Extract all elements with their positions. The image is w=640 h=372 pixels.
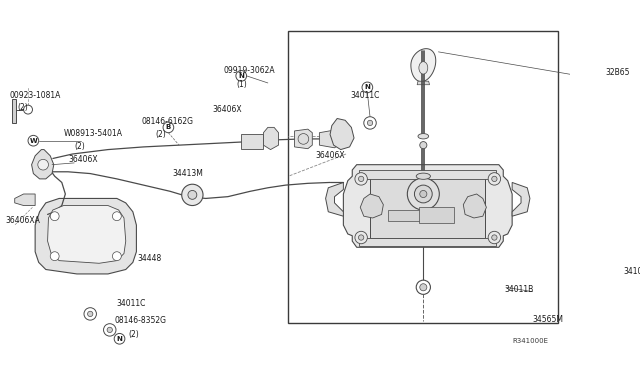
Polygon shape xyxy=(360,194,383,218)
Text: W: W xyxy=(29,138,37,144)
Text: 32B65: 32B65 xyxy=(605,68,630,77)
Polygon shape xyxy=(31,150,54,179)
Polygon shape xyxy=(330,119,354,150)
Text: 36406X: 36406X xyxy=(315,151,344,160)
Circle shape xyxy=(104,324,116,336)
Polygon shape xyxy=(264,127,278,150)
Text: N: N xyxy=(116,336,122,342)
Circle shape xyxy=(188,190,197,199)
Circle shape xyxy=(355,231,367,244)
Polygon shape xyxy=(241,135,264,149)
Polygon shape xyxy=(417,81,429,85)
Circle shape xyxy=(358,176,364,182)
Bar xyxy=(288,32,558,323)
Ellipse shape xyxy=(418,134,429,139)
Text: B: B xyxy=(166,124,171,130)
Circle shape xyxy=(84,308,97,320)
Circle shape xyxy=(51,252,59,261)
Text: (1): (1) xyxy=(237,80,248,89)
Text: 36406X: 36406X xyxy=(212,105,241,114)
Circle shape xyxy=(364,117,376,129)
Polygon shape xyxy=(388,210,428,221)
Polygon shape xyxy=(294,129,312,149)
Circle shape xyxy=(416,280,431,294)
Circle shape xyxy=(107,327,113,333)
Text: 34448: 34448 xyxy=(138,254,161,263)
Circle shape xyxy=(355,173,367,185)
Circle shape xyxy=(114,333,125,344)
Text: 34565M: 34565M xyxy=(532,315,564,324)
Circle shape xyxy=(488,231,500,244)
Circle shape xyxy=(298,134,308,144)
Text: N: N xyxy=(364,84,371,90)
Polygon shape xyxy=(326,182,344,216)
Circle shape xyxy=(51,212,59,221)
Circle shape xyxy=(38,159,49,170)
Text: (2): (2) xyxy=(155,130,166,139)
Circle shape xyxy=(367,120,372,126)
Circle shape xyxy=(492,235,497,240)
Circle shape xyxy=(113,212,122,221)
Polygon shape xyxy=(360,237,496,246)
Circle shape xyxy=(420,284,427,291)
Circle shape xyxy=(88,311,93,317)
Circle shape xyxy=(420,142,427,149)
Text: 34101: 34101 xyxy=(623,267,640,276)
Text: 36406XA: 36406XA xyxy=(6,216,41,225)
Circle shape xyxy=(488,173,500,185)
Polygon shape xyxy=(370,176,486,238)
Polygon shape xyxy=(12,99,17,123)
Text: W08913-5401A: W08913-5401A xyxy=(63,129,123,138)
Text: 34011C: 34011C xyxy=(351,91,380,100)
Ellipse shape xyxy=(419,62,428,74)
Text: 34011C: 34011C xyxy=(117,299,146,308)
Text: (2): (2) xyxy=(74,142,85,151)
Polygon shape xyxy=(47,206,125,263)
Text: (2): (2) xyxy=(129,330,139,339)
Polygon shape xyxy=(35,198,136,274)
Polygon shape xyxy=(319,130,342,148)
Polygon shape xyxy=(344,165,512,247)
Text: 00923-1081A: 00923-1081A xyxy=(10,91,61,100)
Circle shape xyxy=(182,184,203,206)
Polygon shape xyxy=(411,49,436,81)
Circle shape xyxy=(415,185,432,203)
Text: R341000E: R341000E xyxy=(512,337,548,344)
Circle shape xyxy=(24,105,33,114)
Circle shape xyxy=(163,122,173,133)
Polygon shape xyxy=(15,194,35,206)
Text: 08146-6162G: 08146-6162G xyxy=(141,117,194,126)
Circle shape xyxy=(358,235,364,240)
Polygon shape xyxy=(360,170,496,179)
Circle shape xyxy=(420,190,427,198)
Text: 08146-8352G: 08146-8352G xyxy=(114,315,166,325)
Text: 34413M: 34413M xyxy=(172,169,203,178)
Polygon shape xyxy=(512,182,530,216)
Polygon shape xyxy=(419,207,454,223)
Ellipse shape xyxy=(416,173,431,179)
Text: N: N xyxy=(238,73,244,79)
Circle shape xyxy=(113,252,122,261)
Polygon shape xyxy=(463,194,486,218)
Circle shape xyxy=(362,82,372,93)
Circle shape xyxy=(236,71,246,81)
Text: 36406X: 36406X xyxy=(69,155,99,164)
Text: (2): (2) xyxy=(17,103,28,112)
Text: 34011B: 34011B xyxy=(504,285,533,294)
Circle shape xyxy=(492,176,497,182)
Circle shape xyxy=(28,135,38,146)
Circle shape xyxy=(407,178,439,210)
Text: 09919-3062A: 09919-3062A xyxy=(223,66,275,75)
